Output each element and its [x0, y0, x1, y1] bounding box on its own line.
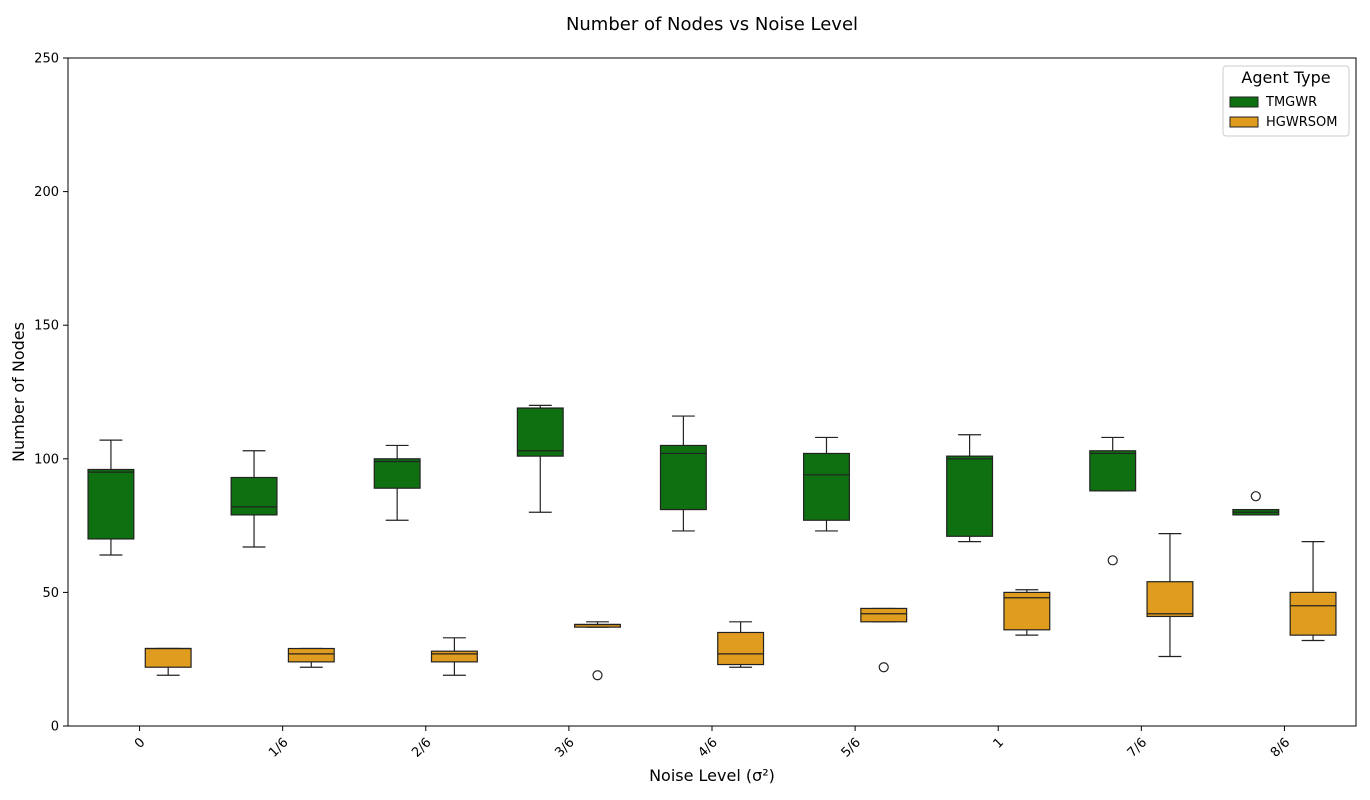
- legend-swatch-tmgwr: [1229, 96, 1259, 108]
- chart-title: Number of Nodes vs Noise Level: [566, 14, 858, 35]
- y-tick-label: 150: [34, 319, 59, 334]
- box-hgwrsom: [717, 631, 765, 666]
- y-tick-label: 200: [34, 185, 59, 200]
- y-axis-label: Number of Nodes: [9, 322, 28, 462]
- x-axis-label: Noise Level (σ²): [649, 766, 775, 785]
- box-hgwrsom: [430, 650, 478, 663]
- box-hgwrsom: [1146, 581, 1194, 618]
- x-tick-label: 5/6: [839, 735, 864, 760]
- x-tick-label: 1/6: [266, 735, 291, 760]
- legend-label-tmgwr: TMGWR: [1265, 95, 1317, 110]
- box-hgwrsom: [144, 647, 192, 668]
- legend-title: Agent Type: [1241, 68, 1330, 87]
- y-tick-label: 250: [34, 52, 59, 67]
- x-tick-label: 8/6: [1268, 735, 1293, 760]
- x-tick-label: 3/6: [552, 735, 577, 760]
- box-tmgwr: [516, 407, 564, 457]
- outlier-point-tmgwr: [1250, 491, 1261, 502]
- x-tick-label: 2/6: [409, 735, 434, 760]
- x-tick-label: 1: [991, 735, 1007, 751]
- legend-swatch-hgwrsom: [1229, 116, 1259, 128]
- y-tick-label: 0: [51, 720, 59, 735]
- box-tmgwr: [1089, 450, 1137, 492]
- legend-label-hgwrsom: HGWRSOM: [1266, 115, 1337, 130]
- outlier-point-hgwrsom: [592, 670, 603, 681]
- box-tmgwr: [230, 476, 278, 516]
- y-tick-label: 100: [34, 452, 59, 467]
- x-tick-label: 7/6: [1125, 735, 1150, 760]
- x-tick-label: 0: [132, 735, 148, 751]
- box-hgwrsom: [1003, 591, 1051, 631]
- box-tmgwr: [659, 444, 707, 511]
- box-hgwrsom: [860, 607, 908, 623]
- plot-area: 0 50 100 150 200 250 0 1/6 2/6 3/6 4/6 5/6 1 7/6 8/6: [34, 52, 1357, 761]
- x-tick-label: 4/6: [695, 735, 720, 760]
- legend: Agent Type TMGWR HGWRSOM: [1222, 65, 1350, 137]
- box-hgwrsom: [1289, 591, 1337, 636]
- y-tick-label: 50: [42, 586, 59, 601]
- box-tmgwr: [373, 458, 421, 489]
- plot-frame: [67, 57, 1357, 727]
- outlier-point-tmgwr: [1107, 555, 1118, 566]
- box-hgwrsom: [287, 647, 335, 663]
- box-tmgwr: [802, 452, 850, 521]
- box-tmgwr: [946, 455, 994, 537]
- outlier-point-hgwrsom: [878, 662, 889, 673]
- box-tmgwr: [87, 468, 135, 540]
